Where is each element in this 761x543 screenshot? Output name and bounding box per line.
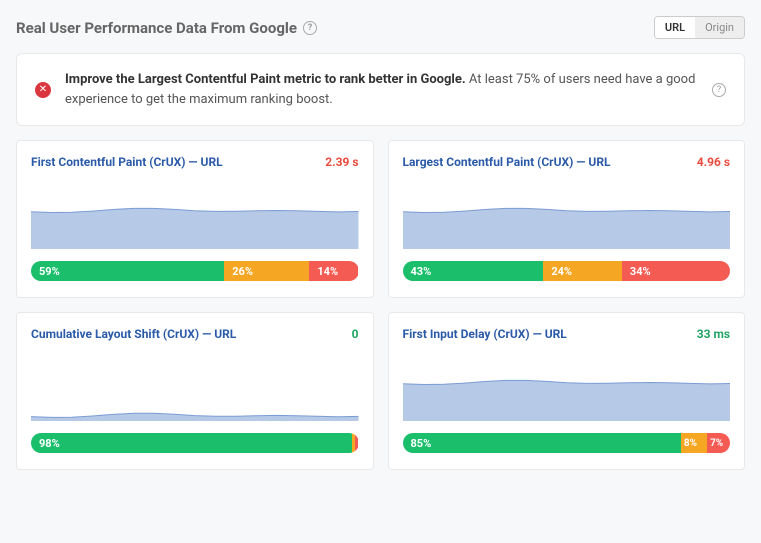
- dist-seg-green: 59%: [31, 261, 224, 281]
- dist-seg-red: 14%: [309, 261, 358, 281]
- scope-toggle: URL Origin: [654, 16, 745, 39]
- metric-sparkline: [403, 179, 731, 249]
- metric-value: 2.39 s: [325, 155, 358, 169]
- metric-value: 33 ms: [697, 327, 730, 341]
- distribution-bar: 59%26%14%: [31, 261, 359, 281]
- help-icon[interactable]: ?: [712, 83, 726, 97]
- error-icon: ✕: [35, 82, 51, 98]
- alert-text: Improve the Largest Contentful Paint met…: [65, 70, 698, 109]
- metric-sparkline: [31, 351, 359, 421]
- toggle-url[interactable]: URL: [655, 17, 695, 38]
- page-title: Real User Performance Data From Google ?: [16, 19, 317, 37]
- metric-sparkline: [403, 351, 731, 421]
- title-text: Real User Performance Data From Google: [16, 19, 297, 37]
- metric-card-cls: Cumulative Layout Shift (CrUX) — URL 0 98…: [16, 312, 374, 470]
- dist-seg-red: 7%: [707, 433, 730, 453]
- distribution-bar: 43%24%34%: [403, 261, 731, 281]
- dist-seg-orange: 24%: [543, 261, 622, 281]
- metric-sparkline: [31, 179, 359, 249]
- dist-seg-red: 34%: [622, 261, 730, 281]
- dist-seg-orange: 26%: [224, 261, 309, 281]
- help-icon[interactable]: ?: [303, 21, 317, 35]
- toggle-origin[interactable]: Origin: [695, 17, 744, 38]
- metric-label[interactable]: First Input Delay (CrUX) — URL: [403, 327, 567, 341]
- alert-bold: Improve the Largest Contentful Paint met…: [65, 72, 466, 87]
- metric-card-fid: First Input Delay (CrUX) — URL 33 ms 85%8…: [388, 312, 746, 470]
- metric-label[interactable]: Cumulative Layout Shift (CrUX) — URL: [31, 327, 236, 341]
- alert-card: ✕ Improve the Largest Contentful Paint m…: [16, 53, 745, 126]
- metric-label[interactable]: First Contentful Paint (CrUX) — URL: [31, 155, 223, 169]
- distribution-bar: 85%8%7%: [403, 433, 731, 453]
- dist-seg-green: 43%: [403, 261, 544, 281]
- distribution-bar: 98%: [31, 433, 359, 453]
- dist-seg-orange: 8%: [681, 433, 707, 453]
- metric-label[interactable]: Largest Contentful Paint (CrUX) — URL: [403, 155, 611, 169]
- metric-value: 4.96 s: [697, 155, 730, 169]
- dist-seg-red: [355, 433, 358, 453]
- metrics-grid: First Contentful Paint (CrUX) — URL 2.39 …: [16, 140, 745, 470]
- metric-card-fcp: First Contentful Paint (CrUX) — URL 2.39 …: [16, 140, 374, 298]
- dist-seg-green: 85%: [403, 433, 681, 453]
- dist-seg-green: 98%: [31, 433, 352, 453]
- metric-value: 0: [352, 327, 359, 341]
- metric-card-lcp: Largest Contentful Paint (CrUX) — URL 4.9…: [388, 140, 746, 298]
